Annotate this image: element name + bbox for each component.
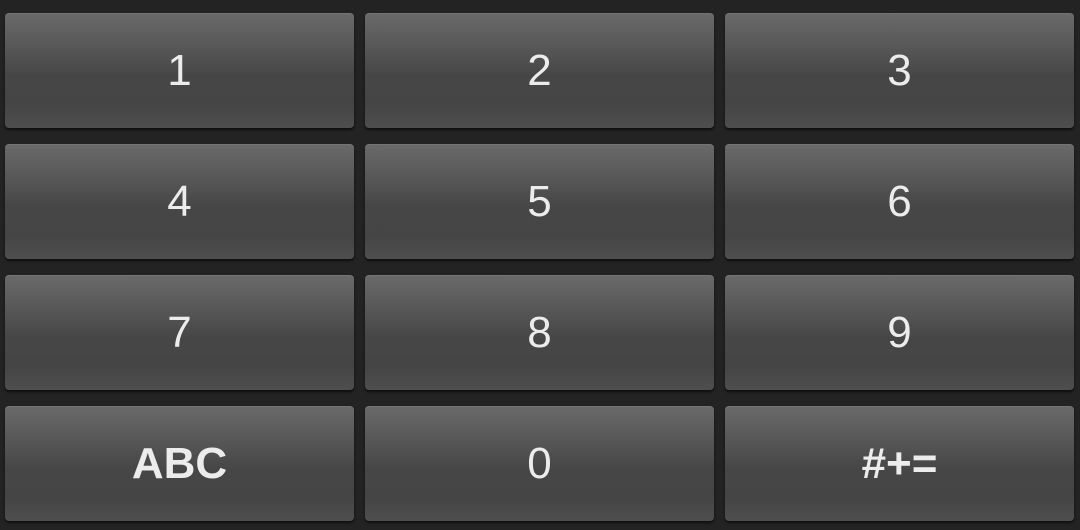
key-5[interactable]: 5 — [365, 144, 714, 259]
key-1[interactable]: 1 — [5, 13, 354, 128]
key-9[interactable]: 9 — [725, 275, 1074, 390]
key-3[interactable]: 3 — [725, 13, 1074, 128]
key-6[interactable]: 6 — [725, 144, 1074, 259]
abc-mode-key[interactable]: ABC — [5, 406, 354, 521]
symbols-mode-key[interactable]: #+= — [725, 406, 1074, 521]
key-8[interactable]: 8 — [365, 275, 714, 390]
key-2[interactable]: 2 — [365, 13, 714, 128]
key-0[interactable]: 0 — [365, 406, 714, 521]
key-7[interactable]: 7 — [5, 275, 354, 390]
key-4[interactable]: 4 — [5, 144, 354, 259]
